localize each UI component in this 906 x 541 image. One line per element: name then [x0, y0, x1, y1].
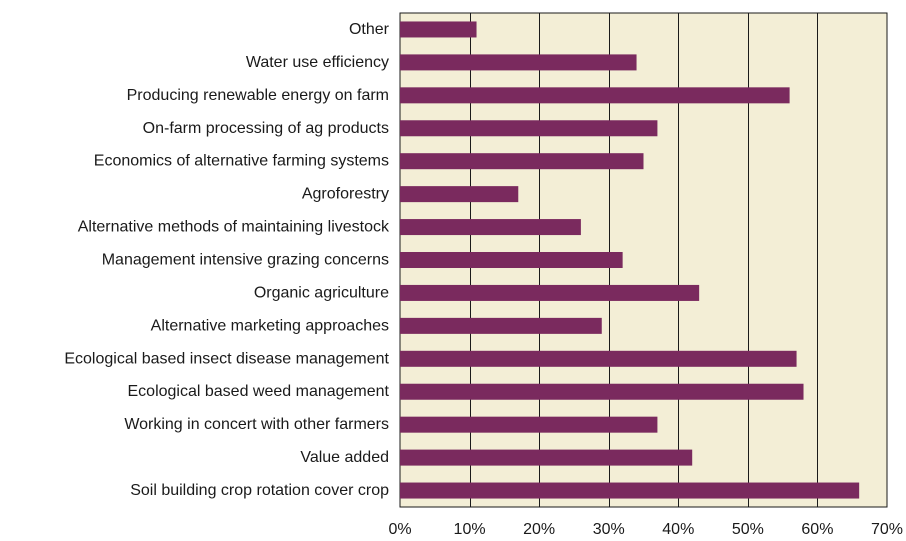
category-label: Organic agriculture — [254, 284, 389, 301]
bar — [400, 219, 581, 236]
x-tick-label: 30% — [593, 521, 625, 538]
bar — [400, 449, 693, 466]
bar — [400, 284, 700, 301]
category-labels: Other Water use efficiency Producing renew… — [64, 21, 390, 499]
bar — [400, 383, 804, 400]
bar — [400, 186, 519, 203]
x-tick-label: 0% — [388, 521, 411, 538]
category-label: Alternative marketing approaches — [151, 317, 389, 334]
x-tick-labels: 0% 10% 20% 30% 40% 50% 60% 70% — [388, 521, 903, 538]
category-label: Working in concert with other farmers — [124, 416, 389, 433]
bar — [400, 317, 602, 334]
x-tick-label: 70% — [871, 521, 903, 538]
bar — [400, 87, 790, 104]
x-tick-label: 50% — [732, 521, 764, 538]
bar — [400, 252, 623, 268]
x-tick-label: 10% — [454, 521, 486, 538]
category-label: Economics of alternative farming systems — [94, 153, 389, 170]
category-label: Ecological based insect disease manageme… — [64, 350, 389, 367]
bar — [400, 54, 637, 71]
x-tick-label: 20% — [523, 521, 555, 538]
category-label: Management intensive grazing concerns — [102, 252, 389, 269]
category-label: Value added — [300, 449, 389, 466]
category-label: On-farm processing of ag products — [143, 120, 389, 137]
bar — [400, 120, 658, 137]
x-tick-label: 40% — [662, 521, 694, 538]
x-tick-label: 60% — [801, 521, 833, 538]
category-label: Soil building crop rotation cover crop — [130, 482, 389, 499]
category-label: Other — [349, 21, 390, 38]
bar — [400, 416, 658, 433]
bar — [400, 153, 644, 170]
bar — [400, 482, 860, 499]
category-label: Alternative methods of maintaining lives… — [78, 219, 390, 236]
category-label: Producing renewable energy on farm — [127, 87, 389, 104]
category-label: Ecological based weed management — [128, 383, 390, 400]
category-label: Agroforestry — [302, 186, 389, 203]
bar — [400, 21, 477, 38]
bars — [400, 21, 860, 499]
category-label: Water use efficiency — [246, 54, 389, 71]
bar — [400, 350, 797, 367]
